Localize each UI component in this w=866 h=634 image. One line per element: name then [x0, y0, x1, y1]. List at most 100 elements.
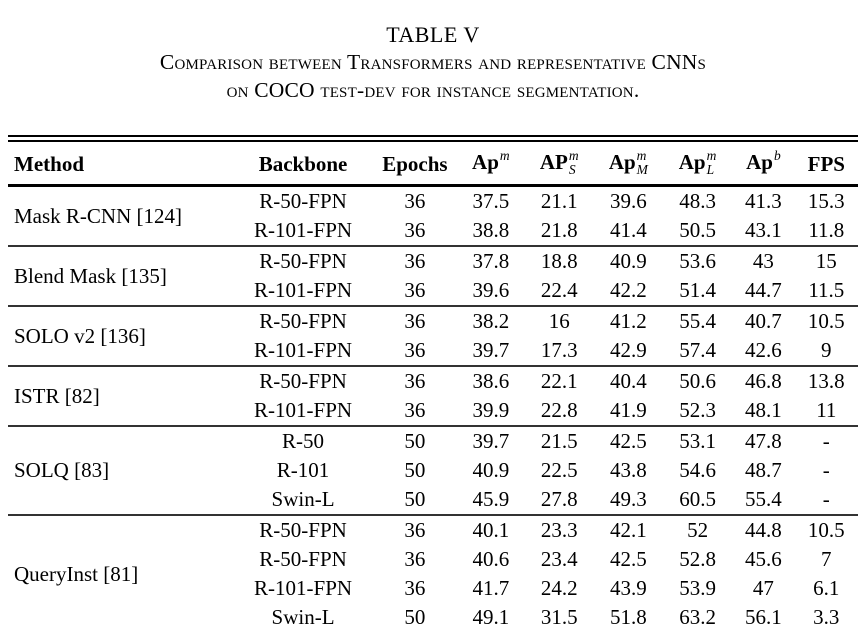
value-cell: 23.3 [524, 514, 594, 546]
value-cell: R-50 [233, 425, 373, 457]
value-cell: 11.8 [808, 218, 845, 243]
value-cell: 51.8 [610, 605, 647, 630]
value-cell: 48.3 [679, 189, 716, 214]
value-cell: 36 [372, 305, 458, 337]
method-cell: Blend Mask [135] [8, 245, 234, 307]
value-cell: - [822, 487, 830, 512]
table-row: R-50-FPN 36 40.6 23.4 42.5 52.8 45.6 7 [8, 545, 858, 574]
column-header-method: Method [8, 142, 234, 188]
value-cell: 21.8 [540, 218, 578, 243]
value-cell: 40.6 [472, 547, 510, 572]
value-cell: Swin-L [271, 605, 335, 630]
value-cell: R-50-FPN [259, 547, 347, 572]
method-cell: Mask R-CNN [124] [14, 203, 182, 228]
value-cell: 39.9 [472, 398, 510, 423]
table-body: Mask R-CNN [124] R-50-FPN 36 37.5 21.1 39.6 48… [8, 186, 858, 633]
header-subscript: L [706, 162, 715, 178]
value-cell: 48.7 [745, 458, 782, 483]
column-header-epochs: Epochs [372, 142, 458, 188]
column-header-label: Epochs [382, 151, 448, 176]
value-cell: 41.9 [610, 398, 647, 423]
value-cell: 37.5 [472, 189, 510, 214]
value-cell: 50 [404, 487, 426, 512]
value-cell: 38.2 [457, 305, 525, 337]
value-cell: 50.5 [679, 218, 716, 243]
column-header-label: Method [14, 151, 84, 176]
value-cell: 36 [404, 338, 426, 363]
value-cell: 38.8 [472, 218, 510, 243]
value-cell: 42.1 [593, 514, 663, 546]
results-table-frame: Method Backbone Epochs Ap m AP m S Ap m M Ap m L Ap b FP… [8, 135, 858, 634]
method-cell: SOLO v2 [136] [8, 305, 234, 367]
value-cell: 38.6 [457, 365, 525, 397]
value-cell: 40.9 [593, 245, 663, 277]
value-cell: 23.4 [540, 547, 578, 572]
value-cell: 43 [732, 245, 795, 277]
table-row: R-101-FPN 36 38.8 21.8 41.4 50.5 43.1 11.8 [8, 216, 858, 246]
value-cell: 41.3 [745, 189, 782, 214]
header-subscript: M [636, 162, 648, 178]
value-cell: 7 [821, 547, 832, 572]
table-row: SOLQ [83] R-50 50 39.7 21.5 42.5 53.1 47.8- [8, 425, 858, 516]
value-cell: 36 [372, 245, 458, 277]
value-cell: R-50-FPN [233, 245, 373, 277]
value-cell: 16 [524, 305, 594, 337]
value-cell: 53.9 [679, 576, 716, 601]
value-cell: 41.2 [593, 305, 663, 337]
table-row: R-101 50 40.9 22.5 43.8 54.6 48.7 - [8, 456, 858, 485]
value-cell: 45.6 [745, 547, 782, 572]
value-cell: 44.7 [745, 278, 782, 303]
value-cell: R-101-FPN [254, 218, 353, 243]
value-cell: 54.6 [679, 458, 716, 483]
value-cell: 36 [372, 514, 458, 546]
column-header-fps: FPS [794, 142, 858, 188]
value-cell: 39.7 [457, 425, 525, 457]
value-cell: 15 [794, 245, 858, 277]
column-header-label: Backbone [258, 151, 348, 176]
value-cell: 60.5 [679, 487, 716, 512]
method-cell: SOLQ [83] [8, 425, 234, 516]
value-cell: 50 [404, 605, 426, 630]
value-cell: - [822, 458, 830, 483]
value-cell: R-101-FPN [254, 398, 353, 423]
column-header-ap-m-m: Ap m M [593, 142, 663, 188]
value-cell: 3.3 [813, 605, 840, 630]
value-cell: 47 [752, 576, 774, 601]
column-header-ap-m: Ap m [457, 142, 525, 188]
table-header-row: Method Backbone Epochs Ap m AP m S Ap m M Ap m L Ap b FP… [8, 142, 858, 188]
table-row: ISTR [82] R-50-FPN 36 38.6 22.1 40.4 50.6 46.8 1… [8, 365, 858, 427]
value-cell: R-101 [276, 458, 330, 483]
caption-line-1: Comparison between Transformers and repr… [159, 50, 707, 74]
caption-line-2: on COCO test-dev for instance segmentati… [226, 78, 640, 102]
value-cell: 49.1 [472, 605, 510, 630]
method-cell: ISTR [82] [8, 365, 234, 427]
value-cell: R-50-FPN [233, 514, 373, 546]
value-cell: 10.5 [794, 305, 858, 337]
value-cell: 11 [816, 398, 837, 423]
value-cell: 53.6 [662, 245, 733, 277]
table-row: R-101-FPN 36 39.7 17.3 42.9 57.4 42.6 9 [8, 336, 858, 366]
value-cell: 10.5 [794, 514, 858, 546]
value-cell: R-101-FPN [254, 576, 353, 601]
value-cell: 13.8 [794, 365, 858, 397]
value-cell: 11.5 [808, 278, 845, 303]
header-supsub: b [774, 148, 781, 177]
value-cell: 24.2 [540, 576, 578, 601]
value-cell: 42.6 [745, 338, 782, 363]
header-superscript: m [568, 148, 579, 164]
value-cell: 53.1 [662, 425, 733, 457]
value-cell: 42.9 [610, 338, 647, 363]
value-cell: R-101-FPN [254, 278, 353, 303]
table-row: Blend Mask [135] R-50-FPN 36 37.8 18.8 40.9 53… [8, 245, 858, 307]
value-cell: 17.3 [540, 338, 578, 363]
value-cell: 41.4 [610, 218, 647, 243]
header-superscript: m [706, 148, 717, 164]
value-cell: 15.3 [807, 189, 845, 214]
value-cell: 57.4 [679, 338, 716, 363]
value-cell: 48.1 [745, 398, 782, 423]
column-header-label: AP [539, 150, 568, 174]
value-cell: 36 [404, 547, 426, 572]
